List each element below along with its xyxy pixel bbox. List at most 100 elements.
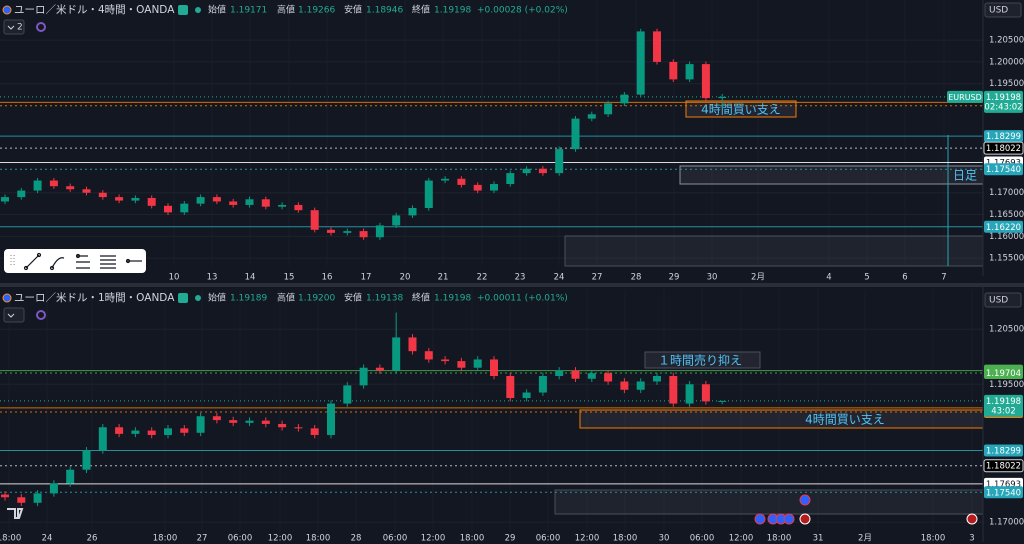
candle-body: [147, 197, 156, 206]
x-tick-label: 18:00: [921, 534, 946, 544]
flag-icon[interactable]: [178, 293, 188, 303]
ohlc-value: 1.19266: [298, 6, 335, 16]
candle-body: [701, 64, 710, 99]
x-tick-label: 13: [207, 273, 218, 283]
status-dot: [195, 7, 201, 13]
candle-body: [457, 178, 466, 185]
y-tick-label: 1.17000: [989, 188, 1024, 198]
candle-body: [587, 373, 596, 379]
drawing-toolbar[interactable]: [4, 249, 146, 273]
candle-body: [229, 201, 238, 205]
countdown: 02:43:02: [984, 102, 1022, 112]
zone-box: [579, 409, 984, 429]
x-tick-label: 18:00: [767, 534, 792, 544]
indicator-icon[interactable]: [36, 310, 46, 320]
candle-body: [49, 483, 58, 494]
y-tick-label: 1.17000: [989, 518, 1024, 528]
candle-body: [343, 385, 352, 404]
symbol-icon: [2, 293, 12, 303]
x-tick-label: 27: [197, 534, 208, 544]
x-tick-label: 12:00: [575, 534, 600, 544]
x-tick-label: 06:00: [690, 534, 715, 544]
candle-body: [131, 430, 140, 434]
x-tick-label: 06:00: [228, 534, 253, 544]
flag-icon[interactable]: [178, 5, 188, 15]
candle-body: [278, 204, 287, 207]
x-tick-label: 18:00: [153, 534, 178, 544]
ohlc-value: 1.19171: [230, 6, 267, 16]
indicator-icon[interactable]: [36, 22, 46, 32]
symbol-tag-bg: [947, 90, 983, 103]
candle-body: [392, 215, 401, 226]
ohlc-label: 終値: [412, 292, 430, 304]
candle-body: [164, 428, 172, 435]
candle-body: [212, 197, 221, 202]
candle-body: [1, 494, 9, 498]
level-label-bg: [984, 367, 1023, 380]
y-tick-label: 1.20500: [989, 36, 1024, 46]
ohlc-label: 始値: [208, 292, 226, 304]
candle-body: [327, 403, 335, 435]
level-label-bg: [984, 163, 1023, 176]
currency-button[interactable]: [984, 2, 1022, 18]
candle-body: [669, 375, 678, 404]
current-price-label: 1.19198: [986, 93, 1021, 103]
chevron: [7, 25, 15, 30]
x-tick-label: 06:00: [536, 534, 561, 544]
level-label: 1.18022: [986, 144, 1021, 154]
change: +0.00028 (+0.02%): [477, 6, 568, 16]
candle-body: [506, 173, 515, 185]
chart-title[interactable]: ユーロ／米ドル・4時間・OANDA: [14, 3, 175, 16]
toolbar-bg: [4, 249, 146, 273]
level-label-bg: [984, 486, 1023, 499]
candle-body: [33, 493, 42, 503]
y-tick-label: 1.16500: [989, 210, 1024, 220]
candle-body: [522, 392, 531, 399]
zone-label: 4時間買い支え: [805, 413, 885, 427]
event-icons[interactable]: [754, 494, 978, 525]
x-tick-label: 06:00: [383, 534, 408, 544]
y-tick-label: 1.19500: [989, 380, 1024, 390]
candle-body: [245, 199, 254, 205]
candle-body: [457, 361, 466, 368]
candle-body: [278, 423, 287, 428]
x-tick-label: 2月: [751, 273, 765, 283]
status-dot: [195, 295, 201, 301]
ohlc-value: 1.18946: [366, 6, 403, 16]
candle-body: [701, 384, 710, 402]
x-tick-label: 29: [505, 534, 516, 544]
candle-body: [180, 203, 189, 213]
candle-body: [571, 370, 580, 379]
x-tick-label: 15: [284, 273, 295, 283]
candle-body: [17, 497, 26, 503]
candle-body: [587, 114, 596, 119]
collapse-button[interactable]: [3, 19, 25, 35]
y-tick-label: 1.15500: [989, 254, 1024, 264]
candle-body: [1, 197, 9, 202]
ohlc-value: 1.19189: [230, 294, 267, 304]
collapse-button[interactable]: [3, 307, 25, 323]
zone-label: 4時間買い支え: [701, 103, 781, 117]
candle-body: [408, 337, 417, 352]
candle-body: [49, 180, 58, 187]
y-tick-label: 1.20500: [989, 325, 1024, 335]
indicator-count: 2: [17, 23, 23, 33]
x-tick-label: 5: [864, 273, 869, 283]
tradingview-logo[interactable]: [7, 508, 24, 519]
x-tick-label: 4: [826, 273, 831, 283]
x-tick-label: 22: [477, 273, 488, 283]
candle-body: [571, 118, 580, 150]
candle-body: [310, 210, 319, 230]
level-label-bg: [983, 141, 1024, 155]
candle-body: [636, 381, 645, 390]
candle-body: [98, 427, 107, 451]
x-tick-label: 28: [351, 534, 362, 544]
candle-body: [229, 420, 238, 423]
y-tick-label: 1.16000: [989, 232, 1024, 242]
candle-body: [604, 373, 613, 382]
x-tick-label: 2月: [858, 534, 872, 544]
currency-button[interactable]: [984, 292, 1022, 308]
x-tick-label: 27: [592, 273, 603, 283]
chart-title[interactable]: ユーロ／米ドル・1時間・OANDA: [14, 291, 175, 304]
ohlc-value: 1.19198: [434, 6, 471, 16]
